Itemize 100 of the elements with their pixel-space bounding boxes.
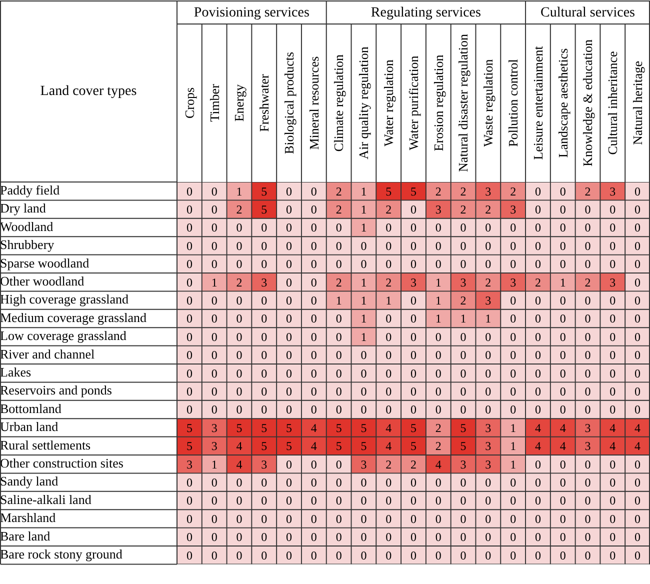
data-label: 0 (310, 494, 317, 508)
data-label: 4 (534, 439, 541, 454)
x-tick-label: Cultural inheritance (605, 50, 620, 155)
data-label: 0 (634, 366, 641, 380)
data-label: 2 (336, 275, 342, 290)
data-label: 3 (261, 457, 268, 472)
data-label: 0 (560, 348, 566, 362)
data-label: 0 (534, 494, 541, 508)
data-label: 2 (534, 275, 541, 290)
data-label: 0 (534, 293, 541, 308)
data-label: 3 (584, 420, 591, 435)
data-label: 5 (286, 439, 292, 454)
data-label: 0 (460, 366, 466, 380)
data-label: 0 (435, 257, 442, 272)
data-label: 0 (211, 330, 218, 344)
data-label: 0 (310, 330, 317, 344)
data-label: 0 (360, 512, 367, 526)
data-label: 0 (186, 202, 192, 216)
data-label: 1 (360, 293, 367, 308)
x-tick-label: Knowledge & education (580, 38, 596, 167)
data-label: 0 (310, 548, 317, 562)
data-label: 0 (211, 494, 218, 508)
data-label: 0 (386, 312, 392, 326)
data-label: 0 (510, 348, 516, 362)
data-label: 0 (560, 402, 566, 417)
data-label: 2 (435, 420, 442, 435)
data-label: 0 (634, 402, 641, 417)
text: Regulating services (370, 6, 481, 21)
data-label: 0 (510, 512, 516, 526)
data-label: 0 (634, 475, 641, 490)
data-label: 3 (485, 293, 492, 308)
data-label: 0 (460, 402, 466, 417)
data-label: 0 (610, 494, 616, 508)
data-label: 0 (410, 512, 416, 526)
data-label: 0 (236, 530, 242, 544)
data-label: 0 (534, 202, 541, 216)
x-tick-label: Water regulation (381, 59, 396, 146)
data-label: 0 (410, 548, 416, 562)
data-label: 0 (286, 512, 292, 526)
y-tick-label: Bottomland (0, 400, 62, 416)
data-label: 0 (485, 494, 492, 508)
data-label: 0 (310, 312, 317, 326)
data-label: 2 (584, 275, 591, 290)
data-label: 5 (286, 420, 292, 435)
data-label: 0 (435, 384, 442, 398)
data-label: 0 (261, 384, 268, 398)
data-label: 4 (310, 439, 317, 454)
data-label: 0 (310, 366, 317, 380)
data-label: 0 (534, 238, 541, 253)
data-label: 0 (634, 530, 641, 544)
data-label: 0 (584, 348, 591, 362)
data-label: 0 (336, 530, 342, 544)
data-label: 0 (261, 530, 268, 544)
data-label: 0 (186, 512, 192, 526)
data-label: 5 (360, 439, 367, 454)
data-label: 0 (336, 257, 342, 272)
data-label: 0 (560, 384, 566, 398)
data-label: 0 (610, 530, 616, 544)
data-label: 0 (485, 530, 492, 544)
data-label: 5 (261, 439, 268, 454)
data-label: 1 (211, 457, 218, 472)
data-label: 3 (510, 202, 516, 216)
data-label: 0 (386, 384, 392, 398)
data-label: 0 (286, 202, 292, 216)
data-label: 0 (186, 348, 192, 362)
data-label: 0 (634, 275, 641, 290)
data-label: 0 (360, 384, 367, 398)
y-tick-label: Bare land (0, 528, 51, 544)
data-label: 0 (211, 220, 218, 235)
data-label: 0 (410, 402, 416, 417)
data-label: 4 (560, 420, 566, 435)
data-label: 0 (286, 257, 292, 272)
data-label: 0 (211, 312, 218, 326)
data-label: 0 (360, 548, 367, 562)
data-label: 0 (634, 512, 641, 526)
data-label: 0 (186, 475, 192, 490)
data-label: 3 (485, 457, 492, 472)
data-label: 4 (310, 420, 317, 435)
data-label: 2 (584, 184, 591, 198)
data-label: 5 (360, 420, 367, 435)
data-label: 4 (386, 439, 392, 454)
data-label: 5 (186, 420, 192, 435)
data-label: 0 (360, 530, 367, 544)
data-label: 0 (610, 257, 616, 272)
data-label: 0 (560, 475, 566, 490)
data-label: 0 (610, 548, 616, 562)
data-label: 2 (460, 184, 466, 198)
data-label: 1 (360, 312, 367, 326)
data-label: 0 (310, 457, 317, 472)
data-label: 5 (386, 184, 392, 198)
data-label: 0 (211, 238, 218, 253)
text: Povisioning services (194, 6, 310, 21)
data-label: 3 (485, 184, 492, 198)
data-label: 0 (310, 402, 317, 417)
data-label: 0 (310, 238, 317, 253)
data-label: 2 (435, 439, 442, 454)
data-label: 2 (386, 202, 392, 216)
data-label: 0 (610, 312, 616, 326)
data-label: 5 (410, 439, 416, 454)
data-label: 0 (360, 348, 367, 362)
